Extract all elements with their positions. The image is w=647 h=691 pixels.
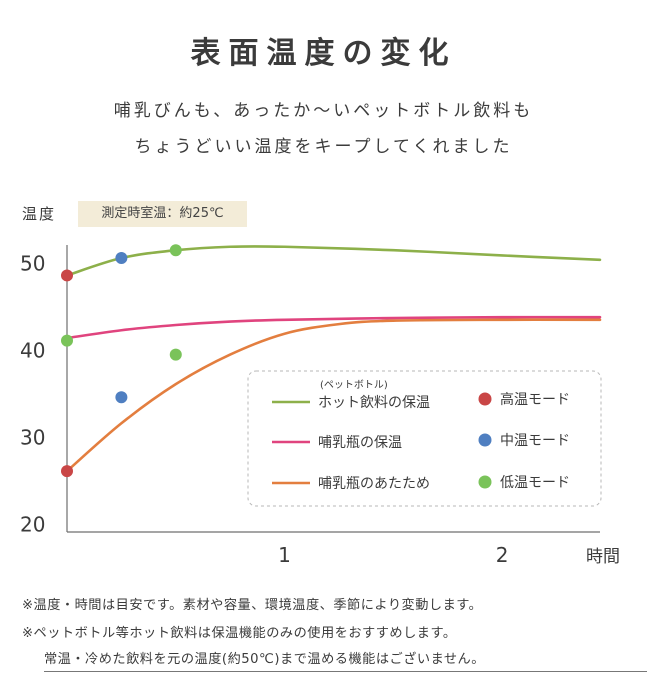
- legend-point-swatch: [478, 475, 492, 489]
- note-1: ※温度・時間は目安です。素材や容量、環境温度、季節により変動します。: [22, 598, 483, 613]
- page-title: 表面温度の変化: [190, 36, 457, 71]
- legend-point-label: 低温モード: [500, 475, 570, 491]
- y-tick-label: 30: [20, 425, 45, 449]
- x-tick-label: 1: [278, 543, 291, 567]
- series-line-2: [65, 315, 602, 340]
- chart-axes: 20 30 40 50 1 2 時間: [20, 245, 620, 567]
- subtitle-line-2: ちょうどいい温度をキープしてくれました: [134, 137, 513, 157]
- legend-point-swatch: [478, 433, 492, 447]
- legend-line-label: ホット飲料の保温: [318, 395, 430, 411]
- mode-point: [61, 334, 73, 347]
- y-tick-label: 50: [20, 251, 45, 275]
- mode-point: [61, 465, 73, 478]
- y-axis-label: 温度: [22, 205, 57, 223]
- x-axis-label: 時間: [586, 547, 620, 567]
- mode-point: [115, 391, 128, 404]
- legend-line-label: 哺乳瓶のあたため: [318, 476, 430, 492]
- note-3: 常温・冷めた飲料を元の温度(約50℃)まで温める機能はございません。: [44, 648, 647, 672]
- chart-series-lines: [65, 245, 602, 473]
- y-tick-label: 20: [20, 512, 45, 536]
- legend-note: (ペットボトル): [320, 379, 388, 391]
- y-tick-label: 40: [20, 338, 45, 362]
- x-tick-label: 2: [496, 543, 509, 567]
- mode-point: [169, 244, 182, 257]
- temperature-chart: 20 30 40 50 1 2 時間 (ペットボトル) ホット飲料の保温哺乳瓶の保温哺乳瓶のあ…: [20, 244, 620, 567]
- legend-point-label: 高温モード: [500, 391, 570, 408]
- legend-point-label: 中温モード: [500, 433, 570, 449]
- legend-point-swatch: [478, 392, 492, 406]
- mode-point: [61, 269, 73, 282]
- note-2: ※ペットボトル等ホット飲料は保温機能のみの使用をおすすめします。: [22, 626, 457, 641]
- room-temperature-badge: 測定時室温：約25℃: [78, 201, 247, 227]
- mode-point: [169, 348, 182, 361]
- mode-point: [115, 252, 128, 265]
- legend-box: [247, 370, 602, 507]
- series-line-3: [65, 318, 602, 473]
- series-line-1: [65, 245, 602, 277]
- legend-line-label: 哺乳瓶の保温: [318, 435, 402, 451]
- subtitle-line-1: 哺乳びんも、あったか〜いペットボトル飲料も: [113, 101, 534, 121]
- chart-data-points: [61, 244, 182, 478]
